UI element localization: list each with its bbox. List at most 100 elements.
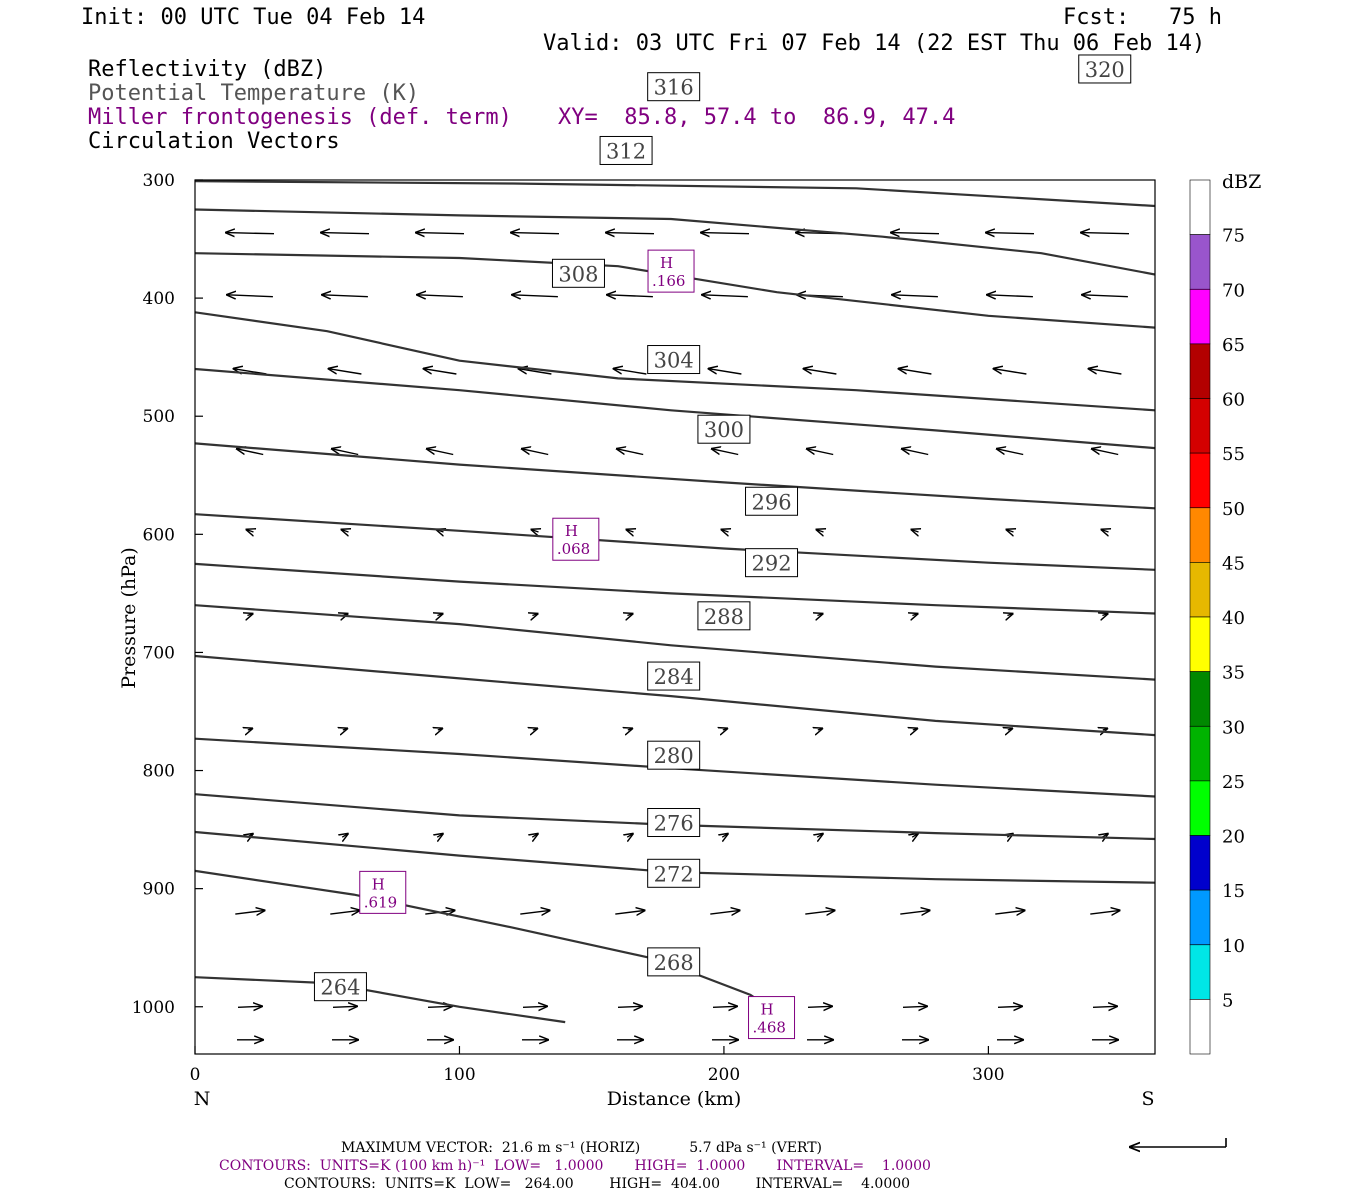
circulation-vector [1092, 1006, 1117, 1007]
colorbar-label: 75 [1222, 226, 1245, 247]
colorbar-label: 35 [1222, 663, 1245, 684]
frontogenesis-max-value: .619 [364, 893, 397, 911]
circulation-vector [607, 295, 653, 297]
theta-contour-308 [195, 311, 1155, 412]
circulation-vector [1092, 449, 1119, 456]
circulation-vectors [226, 233, 1130, 1040]
circulation-vector [807, 449, 834, 456]
dbz-colorbar: 75 70 65 60 55 50 45 40 35 30 25 20 15 10 5 [1189, 179, 1245, 1055]
circulation-vector [416, 233, 465, 234]
circulation-vector [615, 910, 644, 914]
theta-label-296: 296 [751, 490, 791, 514]
circulation-vector [1103, 729, 1107, 731]
theta-label-box [647, 858, 701, 888]
valid-time: Valid: 03 UTC Fri 07 Feb 14 (22 EST Thu … [543, 31, 1206, 56]
circulation-vector [617, 449, 644, 456]
colorbar-label: 5 [1222, 990, 1233, 1011]
theta-label-268: 268 [654, 951, 694, 975]
circulation-vector [902, 449, 929, 456]
circulation-vector [628, 729, 632, 731]
forecast-hour: Fcst: 75 h [1063, 5, 1222, 30]
theta-label-box [647, 345, 701, 375]
frontogenesis-max-box [748, 996, 796, 1040]
circulation-vector [722, 530, 729, 532]
colorbar-segment [1189, 944, 1211, 1000]
circulation-vector [226, 233, 275, 234]
theta-contour-264 [195, 976, 566, 1024]
y-tick-label: 900 [143, 880, 175, 900]
circulation-vector [237, 449, 264, 456]
circulation-vector [627, 614, 632, 616]
theta-label-box [647, 947, 701, 977]
max-vector-info: MAXIMUM VECTOR: 21.6 m s⁻¹ (HORIZ) 5.7 d… [341, 1140, 823, 1156]
circulation-vector [532, 614, 537, 616]
theta-contour-288 [195, 604, 1155, 681]
frontogenesis-max-label: H [761, 1001, 774, 1019]
field-reflectivity: Reflectivity (dBZ) [88, 57, 327, 82]
frontogenesis-max-value: .468 [753, 1019, 786, 1037]
colorbar-segment [1189, 343, 1211, 399]
circulation-vector [627, 530, 634, 532]
colorbar-segment [1189, 562, 1211, 618]
x-end-label-s: S [1141, 1088, 1154, 1110]
theta-contour-284 [195, 654, 1155, 737]
colorbar-segment [1189, 725, 1211, 782]
colorbar-title: dBZ [1222, 171, 1261, 193]
colorbar-segment [1189, 999, 1211, 1055]
colorbar-label: 30 [1222, 717, 1245, 738]
circulation-vector [1090, 910, 1119, 914]
colorbar-label: 20 [1222, 827, 1245, 848]
x-tick-label: 0 [190, 1065, 201, 1085]
frontogenesis-max-box [647, 249, 695, 293]
colorbar-label: 45 [1222, 553, 1245, 574]
colorbar-label: 65 [1222, 335, 1245, 356]
circulation-vector [818, 729, 822, 731]
circulation-vector [330, 910, 359, 914]
theta-label-280: 280 [654, 744, 694, 768]
theta-contour-300 [195, 442, 1155, 510]
circulation-vector [1102, 530, 1109, 532]
circulation-vector [617, 1006, 642, 1007]
theta-contour-296 [195, 513, 1155, 571]
colorbar-label: 25 [1222, 772, 1245, 793]
field-potential-temperature: Potential Temperature (K) [88, 81, 420, 106]
theta-label-box [745, 548, 799, 578]
circulation-vector [899, 369, 932, 375]
theta-label-box [647, 808, 701, 838]
circulation-vector [892, 295, 938, 297]
y-tick-label: 700 [143, 643, 175, 663]
colorbar-segment [1189, 780, 1211, 836]
circulation-vector [1102, 614, 1107, 616]
circulation-vector [438, 729, 442, 731]
x-end-label-n: N [194, 1088, 211, 1110]
colorbar-label: 55 [1222, 444, 1245, 465]
theta-contours: 264 268 272 276 280 284 288 292 296 300 304 308 312 3… [195, 54, 1155, 1024]
colorbar-segment [1189, 398, 1211, 454]
circulation-vector [723, 729, 727, 731]
y-tick-label: 600 [143, 525, 175, 545]
circulation-vector [1082, 295, 1128, 297]
colorbar-label: 15 [1222, 881, 1245, 902]
theta-label-box [313, 972, 367, 1002]
theta-label-272: 272 [654, 862, 694, 886]
x-axis-label: Distance (km) [607, 1088, 742, 1110]
theta-label-box [647, 661, 701, 691]
circulation-vector [913, 729, 917, 731]
circulation-vector [424, 369, 457, 375]
circulation-vector [247, 530, 254, 532]
circulation-vector [533, 729, 537, 731]
theta-label-box [745, 486, 799, 516]
theta-label-box [697, 414, 751, 444]
theta-label-box [697, 601, 751, 631]
colorbar-segment [1189, 671, 1211, 727]
frontogenesis-max-label: H [565, 522, 578, 540]
field-frontogenesis: Miller frontogenesis (def. term) [88, 105, 512, 130]
circulation-vector [900, 910, 929, 914]
theta-label-276: 276 [654, 812, 694, 836]
theta-contour-304 [195, 367, 1155, 450]
colorbar-segment [1189, 234, 1211, 290]
field-circulation-vectors: Circulation Vectors [88, 129, 340, 154]
theta-label-312: 312 [606, 139, 646, 163]
circulation-vector [343, 729, 347, 731]
